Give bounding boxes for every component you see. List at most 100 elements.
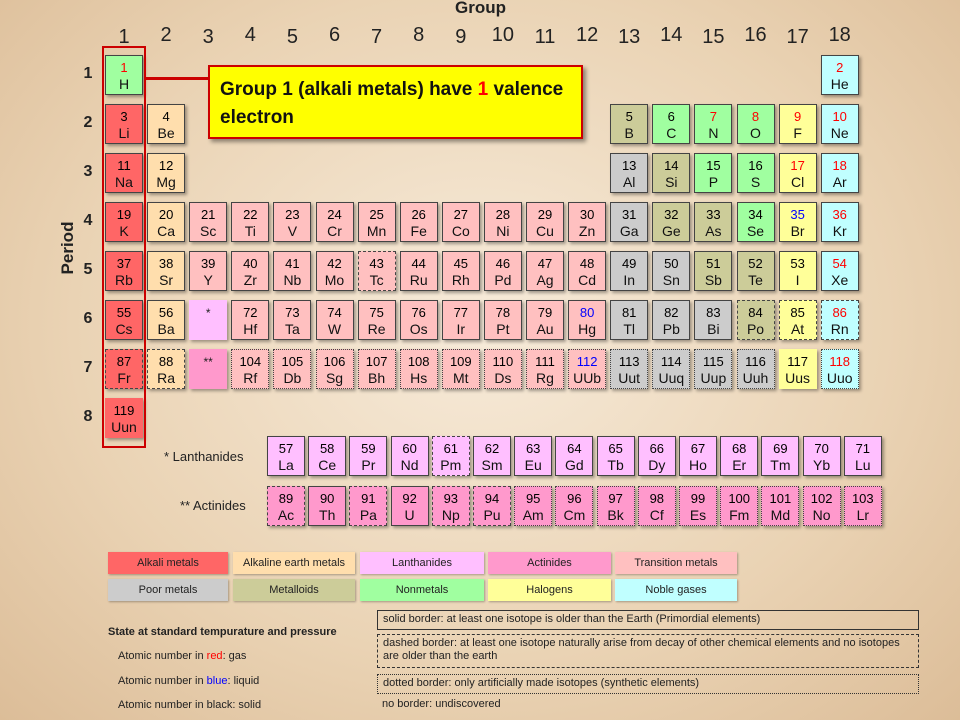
period-number-5: 5 — [83, 261, 93, 278]
element-cell-sg: 106 Sg — [315, 349, 354, 389]
element-cell-tm: 69 Tm — [761, 436, 800, 476]
atomic-number: 91 — [361, 491, 376, 506]
element-cell-cf: 98 Cf — [637, 486, 676, 526]
callout-box: Group 1 (alkali metals) have 1 valence e… — [208, 65, 583, 139]
atomic-number: 95 — [525, 491, 541, 506]
element-cell-np: 93 Np — [431, 486, 470, 526]
element-symbol: Sc — [200, 223, 217, 239]
atomic-number: 28 — [495, 207, 511, 222]
element-symbol: Uus — [785, 370, 811, 386]
element-symbol: Fm — [729, 507, 750, 523]
element-symbol: Cr — [327, 223, 342, 239]
element-symbol: UUb — [573, 370, 602, 386]
element-cell-mg: 12 Mg — [147, 153, 186, 193]
atomic-number: 18 — [832, 158, 847, 173]
atomic-number: 85 — [790, 305, 805, 320]
atomic-number: 102 — [810, 491, 833, 506]
element-cell-s: 16 S — [736, 153, 775, 193]
atomic-number: 24 — [327, 207, 342, 222]
element-symbol: Ra — [157, 370, 176, 386]
state-gas-text: Atomic number in — [118, 650, 207, 662]
atomic-number: 46 — [495, 256, 511, 271]
element-cell-uun: 119 Uun — [105, 398, 143, 438]
atomic-number: 13 — [621, 158, 637, 173]
element-cell-ag: 47 Ag — [526, 251, 564, 291]
element-symbol: Pd — [494, 272, 512, 288]
atomic-number: 51 — [706, 256, 721, 271]
element-symbol: Pa — [359, 507, 377, 523]
element-symbol: Sr — [159, 272, 174, 288]
element-symbol: Ne — [830, 125, 849, 141]
element-symbol: V — [287, 223, 298, 239]
element-symbol: Pm — [440, 457, 462, 473]
atomic-number: 72 — [243, 305, 258, 320]
atomic-number: 8 — [751, 109, 760, 124]
period-number-1: 1 — [83, 65, 93, 82]
element-cell-nd: 60 Nd — [390, 436, 429, 476]
element-cell-na: 11 Na — [105, 153, 143, 193]
atomic-number: 22 — [243, 207, 258, 222]
element-cell-pb: 82 Pb — [652, 300, 691, 340]
element-symbol: Si — [665, 174, 678, 190]
element-symbol: Rh — [451, 272, 470, 288]
element-cell-w: 74 W — [315, 300, 354, 340]
atomic-number: 92 — [402, 491, 417, 506]
atomic-number: 21 — [200, 207, 216, 222]
element-symbol: Ho — [689, 457, 707, 473]
element-symbol: Cf — [649, 507, 664, 523]
element-cell-db: 105 Db — [273, 349, 312, 389]
element-cell-lu: 71 Lu — [843, 436, 882, 476]
atomic-number: 87 — [116, 354, 132, 369]
atomic-number: 54 — [832, 256, 847, 271]
atomic-number: 43 — [369, 256, 384, 271]
element-cell-br: 35 Br — [778, 202, 817, 242]
atomic-number: 56 — [158, 305, 174, 320]
element-cell-am: 95 Am — [514, 486, 553, 526]
element-symbol: Ag — [536, 272, 554, 288]
element-symbol: Bi — [707, 321, 720, 337]
element-symbol: Rg — [536, 370, 554, 386]
element-cell-ce: 58 Ce — [308, 436, 347, 476]
period-number-4: 4 — [83, 212, 93, 229]
atomic-number: 36 — [832, 207, 847, 222]
element-cell-hf: 72 Hf — [231, 300, 270, 340]
element-cell-eu: 63 Eu — [514, 436, 553, 476]
element-symbol: Nb — [283, 272, 302, 288]
atomic-number: 10 — [832, 109, 847, 124]
element-cell-po: 84 Po — [736, 300, 775, 340]
element-symbol: Al — [622, 174, 636, 190]
element-cell-no: 102 No — [802, 486, 841, 526]
element-cell-zn: 30 Zn — [568, 202, 607, 242]
period-axis-label: Period — [58, 221, 77, 275]
element-cell-la: 57 La — [267, 436, 305, 476]
element-symbol: Bk — [607, 507, 624, 523]
element-cell-pd: 46 Pd — [483, 251, 522, 291]
element-cell-pr: 59 Pr — [349, 436, 388, 476]
element-cell-bk: 97 Bk — [596, 486, 635, 526]
element-cell-cs: 55 Cs — [105, 300, 143, 340]
element-cell-sr: 38 Sr — [147, 251, 186, 291]
element-cell-gd: 64 Gd — [555, 436, 594, 476]
element-symbol: Cs — [115, 321, 133, 337]
atomic-number: 117 — [787, 354, 808, 369]
element-cell-uut: 113 Uut — [610, 349, 649, 389]
element-cell-kr: 36 Kr — [820, 202, 859, 242]
atomic-number: 20 — [158, 207, 174, 222]
atomic-number: 16 — [748, 158, 763, 173]
element-cell-ca: 20 Ca — [147, 202, 186, 242]
element-cell-uub: 112 UUb — [568, 349, 607, 389]
atomic-number: 70 — [814, 441, 829, 456]
element-cell-at: 85 At — [778, 300, 817, 340]
lanthanide-placeholder: * — [189, 300, 228, 340]
atomic-number: 80 — [579, 305, 595, 320]
period-number-3: 3 — [83, 163, 93, 180]
atomic-number: 35 — [790, 207, 805, 222]
actinide-placeholder-mark: ** — [203, 355, 213, 369]
element-cell-ta: 73 Ta — [273, 300, 312, 340]
atomic-number: 27 — [453, 207, 469, 222]
element-symbol: Sn — [662, 272, 680, 288]
state-gas-line: Atomic number in red: gas — [118, 650, 246, 662]
atomic-number: 105 — [281, 354, 304, 369]
